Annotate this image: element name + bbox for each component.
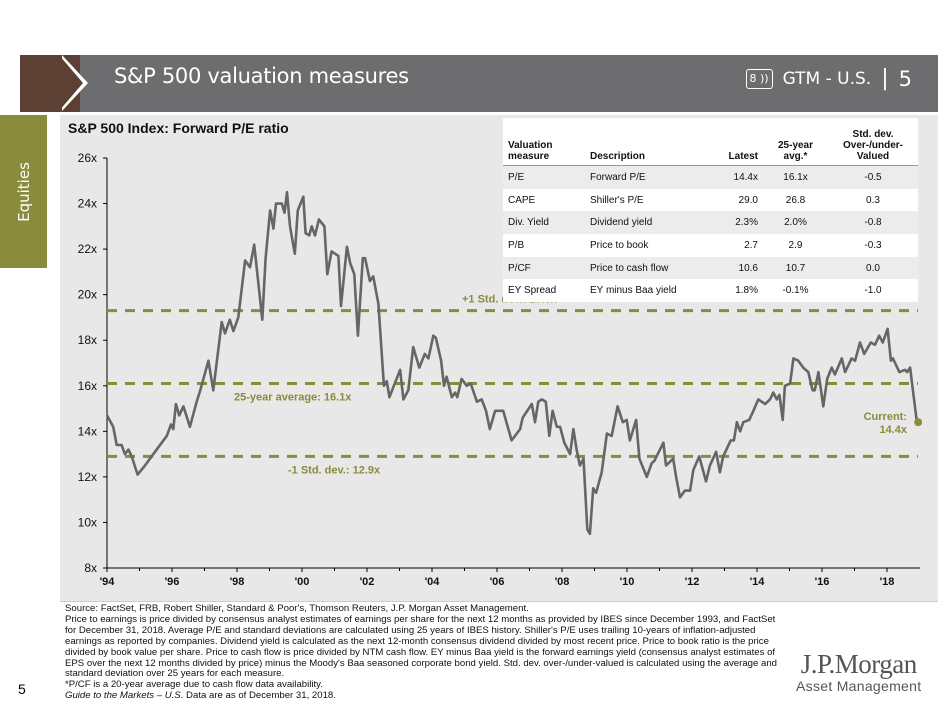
current-label: Current: <box>864 411 907 423</box>
audio-number: 8 <box>749 72 757 85</box>
reference-label: -1 Std. dev.: 12.9x <box>288 464 381 476</box>
current-point <box>914 418 923 427</box>
reference-label: 25-year average: 16.1x <box>234 392 352 404</box>
col-header-avg: 25-year avg.* <box>763 118 828 166</box>
cell-measure: Div. Yield <box>503 211 585 235</box>
table-row: P/B Price to book 2.7 2.9 -0.3 <box>503 234 918 257</box>
cell-description: Price to book <box>590 239 649 251</box>
cell-measure: P/B <box>508 239 525 251</box>
x-tick-label: '02 <box>360 576 375 588</box>
cell-avg: 2.9 <box>788 239 803 251</box>
cell-stddev: -0.3 <box>864 239 882 251</box>
cell-latest: 10.6 <box>703 256 763 280</box>
cell-stddev: 0.0 <box>828 256 918 280</box>
x-tick-label: '98 <box>230 576 245 588</box>
cell-description: Dividend yield <box>585 211 703 235</box>
y-tick-label: 8x <box>84 561 97 575</box>
table-row: EY Spread EY minus Baa yield 1.8% -0.1% -1.0 <box>503 279 918 302</box>
y-tick-label: 26x <box>78 151 97 165</box>
x-tick-label: '94 <box>100 576 116 588</box>
pcf-note: *P/CF is a 20-year average due to cash f… <box>65 679 323 691</box>
y-tick-label: 12x <box>78 470 97 484</box>
cell-description: Shiller's P/E <box>590 194 644 206</box>
footer-divider <box>60 601 938 602</box>
table-row: P/E Forward P/E 14.4x 16.1x -0.5 <box>503 165 918 189</box>
x-tick-label: '10 <box>620 576 635 588</box>
x-tick-label: '14 <box>750 576 766 588</box>
cell-avg: 16.1x <box>763 165 828 189</box>
cell-latest: 2.3% <box>703 211 763 235</box>
cell-stddev: -0.5 <box>828 165 918 189</box>
cell-latest: 29.0 <box>738 194 758 206</box>
x-tick-label: '00 <box>295 576 310 588</box>
cell-measure: P/CF <box>503 256 585 280</box>
cell-measure: CAPE <box>508 194 536 206</box>
cell-avg: 26.8 <box>785 194 806 206</box>
y-tick-label: 14x <box>78 424 97 438</box>
table-row: CAPE Shiller's P/E 29.0 26.8 0.3 <box>503 189 918 212</box>
x-tick-label: '18 <box>880 576 895 588</box>
footnotes: Source: FactSet, FRB, Robert Shiller, St… <box>65 603 785 702</box>
valuation-table: Valuation measure Description Latest 25-… <box>503 118 918 303</box>
x-tick-label: '96 <box>165 576 180 588</box>
logo-line1: J.P.Morgan <box>800 649 918 679</box>
current-value-label: 14.4x <box>879 424 907 436</box>
cell-description: EY minus Baa yield <box>590 285 677 297</box>
jpmorgan-logo: J.P.Morgan Asset Management <box>796 650 921 694</box>
col-header-description: Description <box>585 118 703 166</box>
header-bar <box>20 55 938 112</box>
cell-avg: 10.7 <box>763 256 828 280</box>
table-header-row: Valuation measure Description Latest 25-… <box>503 118 918 166</box>
cell-avg: -0.1% <box>782 285 809 297</box>
header-separator: | <box>881 66 889 91</box>
cell-measure: EY Spread <box>508 285 557 297</box>
y-tick-label: 18x <box>78 333 97 347</box>
header-chevron-inner <box>59 55 83 111</box>
cell-stddev: -0.8 <box>828 211 918 235</box>
x-tick-label: '04 <box>425 576 441 588</box>
page-number: 5 <box>18 681 26 697</box>
guide-title: Guide to the Markets – U.S. <box>65 690 184 702</box>
cell-stddev: 0.3 <box>866 194 880 206</box>
cell-latest: 14.4x <box>703 165 763 189</box>
y-tick-label: 10x <box>78 515 97 529</box>
audio-speaker-icon[interactable]: 8 )) <box>745 68 773 89</box>
y-tick-label: 22x <box>78 242 97 256</box>
table-row: Div. Yield Dividend yield 2.3% 2.0% -0.8 <box>503 211 918 235</box>
y-tick-label: 16x <box>78 379 97 393</box>
cell-measure: P/E <box>503 165 585 189</box>
section-tab-equities[interactable]: Equities <box>0 115 47 268</box>
data-date: Data are as of December 31, 2018. <box>183 690 336 702</box>
x-tick-label: '12 <box>685 576 700 588</box>
col-header-measure: Valuation measure <box>503 118 585 166</box>
table-row: P/CF Price to cash flow 10.6 10.7 0.0 <box>503 256 918 280</box>
x-tick-label: '06 <box>490 576 505 588</box>
page-title: S&P 500 valuation measures <box>114 64 409 88</box>
methodology-note: Price to earnings is price divided by co… <box>65 613 778 680</box>
header-page-number: 5 <box>898 66 912 91</box>
data-date-note: Guide to the Markets – U.S. Data are as … <box>65 690 785 702</box>
source-note: Source: FactSet, FRB, Robert Shiller, St… <box>65 603 529 614</box>
cell-description: Forward P/E <box>585 165 703 189</box>
header-right: 8 )) GTM - U.S. | 5 <box>745 66 912 91</box>
y-tick-label: 20x <box>78 288 97 302</box>
x-tick-label: '16 <box>815 576 830 588</box>
chart-title: S&P 500 Index: Forward P/E ratio <box>68 120 289 136</box>
guide-label: GTM - U.S. <box>782 68 872 89</box>
pe-series-line <box>105 190 920 536</box>
y-tick-label: 24x <box>78 197 97 211</box>
col-header-latest: Latest <box>703 118 763 166</box>
cell-latest: 1.8% <box>735 285 758 297</box>
col-header-stddev: Std. dev. Over-/under-Valued <box>828 118 918 166</box>
x-tick-label: '08 <box>555 576 570 588</box>
logo-line2: Asset Management <box>796 678 922 694</box>
cell-avg: 2.0% <box>763 211 828 235</box>
cell-stddev: -1.0 <box>864 285 882 297</box>
cell-latest: 2.7 <box>744 239 758 251</box>
cell-description: Price to cash flow <box>585 256 703 280</box>
